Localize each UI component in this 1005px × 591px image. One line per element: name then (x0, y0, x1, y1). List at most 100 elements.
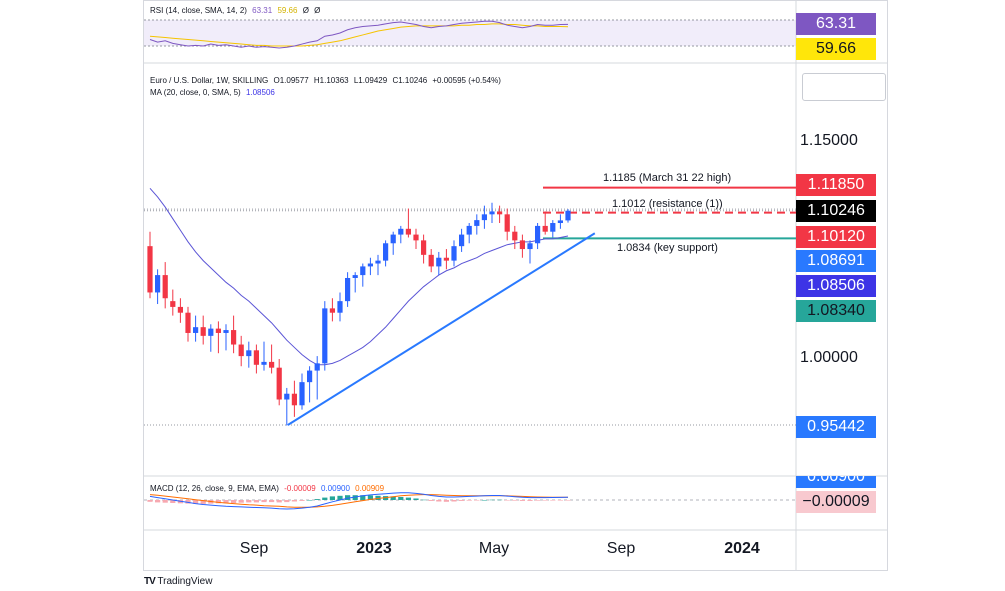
symbol-title: Euro / U.S. Dollar, 1W, SKILLING (150, 76, 269, 85)
time-label-2024: 2024 (724, 540, 760, 557)
rsi-line (149, 20, 569, 49)
candle-body (367, 263, 373, 267)
chart-menu-box[interactable] (802, 73, 886, 101)
time-label-may-2023: May (478, 540, 510, 557)
candle-body (489, 211, 495, 215)
candle-body (200, 327, 206, 336)
macd-histogram-bar (519, 500, 525, 501)
candle-body (170, 301, 176, 307)
macd-histogram-bar (367, 495, 373, 500)
rsi-legend: RSI (14, close, SMA, 14, 2) 63.31 59.66 … (150, 6, 320, 15)
tradingview-logo-icon: TV (144, 576, 156, 587)
rsi-band (144, 20, 796, 46)
macd-histogram-bar (291, 500, 297, 502)
macd-histogram-bar (451, 500, 457, 502)
ma-line (149, 187, 569, 366)
macd-histogram-bar (261, 500, 267, 503)
macd-histogram-bar (155, 500, 161, 503)
candle-body (162, 275, 168, 299)
low-label: L (353, 76, 359, 85)
candle-body (147, 246, 153, 293)
macd-layer (147, 492, 571, 510)
candle-body (542, 225, 548, 232)
macd-histogram-bar (436, 500, 442, 502)
candle-body (383, 243, 389, 261)
time-label-2023: 2023 (356, 540, 392, 557)
candle-body (208, 328, 214, 336)
candle-body (193, 327, 199, 333)
high-label: H (313, 76, 320, 85)
annotation-high: 1.1185 (March 31 22 high) (603, 172, 732, 184)
candle-body (451, 246, 457, 261)
high-value: 1.10363 (319, 76, 349, 85)
macd-histogram-bar (413, 498, 419, 500)
macd-histogram-bar (253, 500, 259, 503)
price-tick-1-00: 1.00000 (800, 349, 858, 366)
macd-histogram-bar (329, 496, 335, 500)
candle-body (413, 234, 419, 241)
macd-legend-label: MACD (12, 26, close, 9, EMA, EMA) (150, 484, 279, 493)
candle-body (535, 225, 541, 244)
macd-histogram-bar (550, 500, 556, 501)
macd-histogram-bar (428, 500, 434, 501)
price-badge: 1.10246 (796, 200, 876, 222)
rsi-legend-signal: 59.66 (277, 6, 298, 15)
macd-histogram-bar (459, 500, 465, 501)
rsi-legend-extra-2: Ø (314, 6, 321, 15)
candle-body (291, 393, 297, 406)
macd-histogram-bar (360, 495, 366, 500)
candle-body (428, 254, 434, 267)
trendline (287, 232, 596, 426)
candle-body (436, 257, 442, 267)
price-levels-layer (144, 186, 796, 426)
candle-body (284, 393, 290, 400)
tradingview-brand[interactable]: TV TradingView (144, 576, 212, 587)
candle-body (390, 234, 396, 244)
candle-body (253, 350, 259, 365)
macd-hist-badge: −0.00009 (796, 491, 876, 513)
macd-histogram-bar (489, 499, 495, 501)
rsi-signal-line (149, 23, 569, 47)
macd-histogram-bar (565, 500, 571, 501)
annotation-support: 1.0834 (key support) (617, 242, 718, 254)
tradingview-brand-label: TradingView (157, 576, 213, 587)
macd-histogram-bar (466, 500, 472, 501)
candle-body (314, 363, 320, 371)
candle-body (459, 234, 465, 247)
macd-line (149, 492, 569, 510)
macd-histogram-bar (314, 499, 320, 500)
price-badge: 1.10120 (796, 226, 876, 248)
candle-body (322, 308, 328, 364)
candle-body (155, 275, 161, 293)
candle-body (565, 210, 571, 221)
close-value: 1.10246 (398, 76, 428, 85)
candle-body (421, 240, 427, 255)
candle-body (276, 367, 282, 400)
macd-histogram-bar (246, 500, 252, 503)
macd-histogram-bar (535, 500, 541, 501)
candle-body (329, 308, 335, 313)
low-value: 1.09429 (358, 76, 388, 85)
macd-histogram-bar (390, 496, 396, 500)
candle-body (474, 220, 480, 226)
macd-top-badge: 0.00900 (796, 476, 876, 488)
macd-histogram-bar (162, 500, 168, 503)
chart-outer-border (143, 0, 888, 571)
candle-body (375, 260, 381, 264)
macd-histogram-bar (238, 500, 244, 503)
macd-histogram-bar (398, 497, 404, 500)
price-badge: 1.08506 (796, 275, 876, 297)
macd-histogram-bar (223, 500, 229, 504)
macd-histogram-bar (345, 495, 351, 500)
close-label: C (392, 76, 399, 85)
candles-layer (147, 202, 571, 426)
macd-histogram-bar (504, 500, 510, 501)
candle-body (261, 361, 267, 365)
candle-body (497, 211, 503, 215)
candle-body (337, 301, 343, 313)
change-value: +0.00595 (+0.54%) (432, 76, 501, 85)
macd-legend: MACD (12, 26, close, 9, EMA, EMA) -0.000… (150, 484, 384, 493)
candle-body (185, 312, 191, 333)
